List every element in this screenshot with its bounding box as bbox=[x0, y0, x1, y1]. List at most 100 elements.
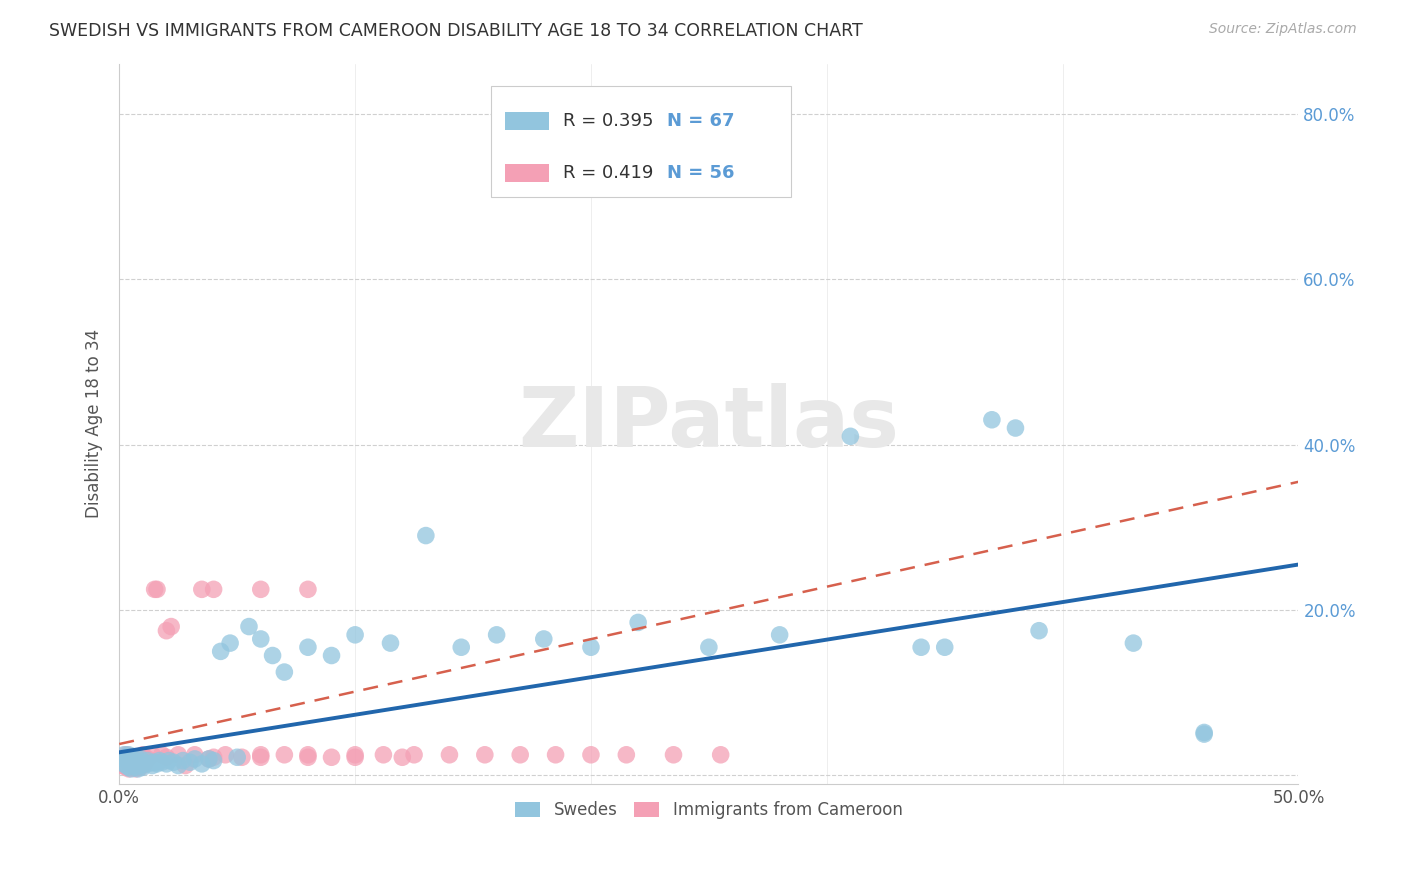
Point bbox=[155, 756, 177, 771]
Point bbox=[344, 747, 367, 762]
Point bbox=[174, 758, 197, 772]
Point bbox=[910, 640, 932, 655]
Point bbox=[150, 756, 173, 770]
Point bbox=[231, 750, 253, 764]
Y-axis label: Disability Age 18 to 34: Disability Age 18 to 34 bbox=[86, 329, 103, 518]
Point bbox=[297, 747, 319, 762]
Point bbox=[380, 636, 402, 650]
Point bbox=[118, 752, 141, 766]
Point bbox=[249, 582, 271, 597]
FancyBboxPatch shape bbox=[491, 86, 792, 197]
Point bbox=[439, 747, 461, 762]
Point bbox=[160, 619, 183, 633]
Point bbox=[533, 632, 555, 646]
Point bbox=[112, 747, 135, 762]
Text: Source: ZipAtlas.com: Source: ZipAtlas.com bbox=[1209, 22, 1357, 37]
Point bbox=[839, 429, 862, 443]
Point bbox=[143, 582, 166, 597]
Point bbox=[167, 747, 190, 762]
Point bbox=[202, 754, 225, 768]
Point bbox=[134, 756, 156, 770]
Point bbox=[167, 758, 190, 772]
Point bbox=[150, 747, 173, 762]
Text: ZIPatlas: ZIPatlas bbox=[519, 384, 900, 465]
Point bbox=[219, 636, 242, 650]
Point bbox=[122, 750, 145, 764]
Point bbox=[129, 760, 152, 774]
Point bbox=[209, 644, 232, 658]
Point bbox=[125, 762, 148, 776]
Point bbox=[146, 582, 169, 597]
Point bbox=[136, 752, 159, 766]
Point bbox=[321, 648, 343, 663]
Point bbox=[184, 747, 207, 762]
Point bbox=[148, 754, 170, 768]
Point bbox=[141, 747, 163, 762]
Text: R = 0.395: R = 0.395 bbox=[564, 112, 654, 130]
Point bbox=[115, 750, 138, 764]
Point bbox=[129, 752, 152, 766]
Point bbox=[273, 747, 295, 762]
Point bbox=[120, 762, 142, 776]
Point bbox=[297, 582, 319, 597]
Point bbox=[120, 756, 142, 770]
Point bbox=[238, 619, 260, 633]
Point bbox=[122, 758, 145, 772]
Point bbox=[115, 754, 138, 768]
Text: SWEDISH VS IMMIGRANTS FROM CAMEROON DISABILITY AGE 18 TO 34 CORRELATION CHART: SWEDISH VS IMMIGRANTS FROM CAMEROON DISA… bbox=[49, 22, 863, 40]
Point bbox=[112, 752, 135, 766]
Point bbox=[111, 758, 134, 772]
Point bbox=[125, 750, 148, 764]
Point bbox=[111, 756, 134, 770]
Point bbox=[273, 665, 295, 679]
Point bbox=[697, 640, 720, 655]
Point bbox=[120, 754, 142, 768]
Point bbox=[321, 750, 343, 764]
Point bbox=[627, 615, 650, 630]
Point bbox=[184, 752, 207, 766]
Point bbox=[980, 413, 1002, 427]
Point bbox=[127, 752, 149, 766]
Point bbox=[162, 756, 184, 770]
Point bbox=[662, 747, 685, 762]
Point bbox=[120, 758, 142, 772]
Point bbox=[129, 758, 152, 772]
Point bbox=[122, 754, 145, 768]
Point bbox=[1004, 421, 1026, 435]
Point bbox=[141, 758, 163, 772]
Point bbox=[934, 640, 956, 655]
Point bbox=[179, 756, 201, 770]
Point bbox=[155, 750, 177, 764]
Point bbox=[112, 754, 135, 768]
Point bbox=[450, 640, 472, 655]
Point bbox=[249, 632, 271, 646]
Point bbox=[297, 750, 319, 764]
Point bbox=[579, 747, 602, 762]
Point bbox=[127, 762, 149, 776]
Point bbox=[118, 747, 141, 762]
Point bbox=[146, 756, 169, 771]
Point bbox=[262, 648, 284, 663]
Point bbox=[614, 747, 637, 762]
Point bbox=[474, 747, 496, 762]
Point bbox=[297, 640, 319, 655]
Point bbox=[112, 750, 135, 764]
Legend: Swedes, Immigrants from Cameroon: Swedes, Immigrants from Cameroon bbox=[509, 795, 910, 826]
Point bbox=[191, 756, 214, 771]
Text: N = 56: N = 56 bbox=[666, 163, 734, 182]
Point bbox=[509, 747, 531, 762]
Point bbox=[1192, 725, 1215, 739]
Point bbox=[118, 762, 141, 776]
Point bbox=[115, 758, 138, 772]
Point bbox=[214, 747, 236, 762]
Point bbox=[134, 756, 156, 771]
Point bbox=[249, 750, 271, 764]
Point bbox=[391, 750, 413, 764]
Point bbox=[127, 756, 149, 770]
Point bbox=[404, 747, 426, 762]
Point bbox=[115, 747, 138, 762]
Point bbox=[1192, 727, 1215, 741]
Point bbox=[136, 754, 159, 768]
Point bbox=[115, 760, 138, 774]
Point bbox=[122, 760, 145, 774]
